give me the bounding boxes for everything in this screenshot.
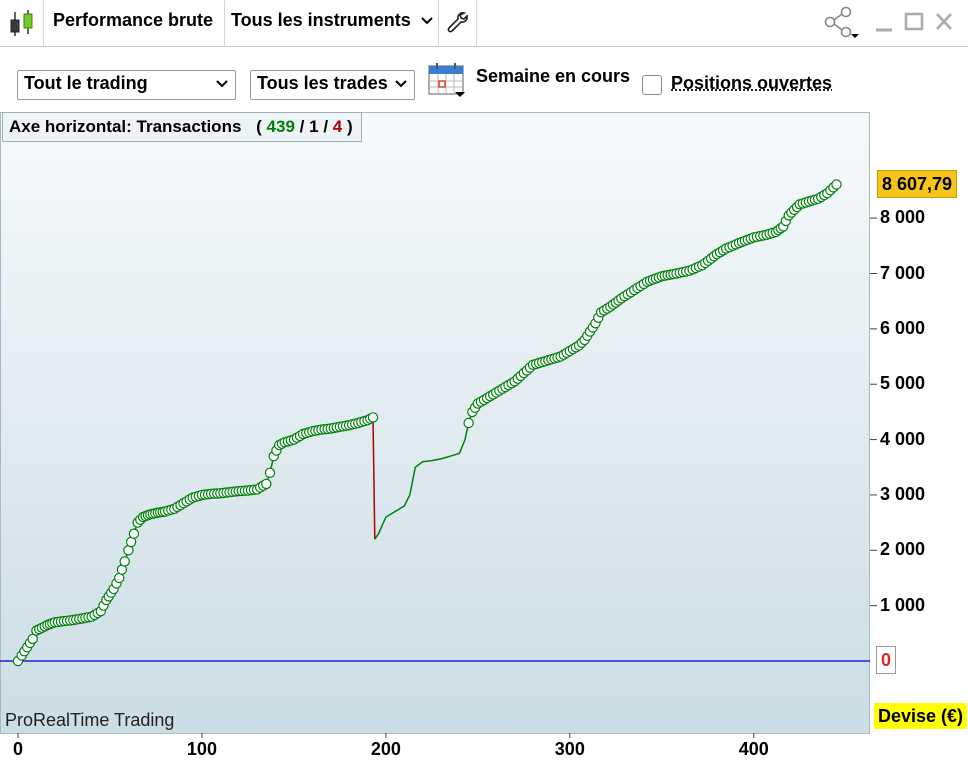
window-title: Performance brute — [53, 10, 214, 30]
y-tick-label: 4 000 — [880, 428, 926, 449]
trade-point — [261, 478, 272, 490]
x-tick-label: 300 — [554, 739, 585, 759]
maximize-icon[interactable] — [904, 10, 924, 34]
chevron-down-icon — [216, 80, 228, 88]
axis-label-sep: / — [323, 117, 329, 136]
watermark: ProRealTime Trading — [5, 710, 175, 730]
y-ticks — [870, 217, 877, 607]
series-layer — [12, 179, 842, 667]
y-tick-label: 6 000 — [880, 317, 926, 338]
instruments-dropdown[interactable]: Tous les instruments — [231, 10, 434, 31]
axis-label-mode: Transactions — [136, 117, 242, 136]
x-tick-label: 400 — [738, 739, 769, 759]
x-tick-label: 100 — [186, 739, 217, 759]
trading-select[interactable]: Tout le trading — [17, 70, 236, 100]
trade-point — [27, 633, 38, 645]
toolbar-separator — [476, 0, 477, 46]
y-tick-label: 1 000 — [880, 594, 926, 615]
trade-point — [119, 556, 130, 567]
trades-select[interactable]: Tous les trades — [250, 70, 415, 100]
open-positions-checkbox[interactable] — [642, 75, 662, 95]
toolbar-separator — [224, 0, 225, 46]
toolbar: Performance brute Tous les instruments — [0, 0, 968, 47]
trade-point — [831, 179, 842, 190]
toolbar-separator — [438, 0, 439, 46]
wrench-icon[interactable] — [445, 10, 469, 34]
y-tick-label: 5 000 — [880, 373, 926, 394]
trade-point — [264, 467, 276, 478]
y-tick-label: 7 000 — [880, 262, 926, 283]
trading-select-value: Tout le trading — [24, 73, 148, 93]
trades-select-value: Tous les trades — [257, 73, 388, 93]
trade-point — [463, 417, 474, 429]
chevron-down-icon — [421, 17, 433, 25]
winning-trades-count: 439 — [266, 117, 295, 136]
candlestick-icon — [10, 10, 33, 36]
axis-label-prefix: Axe horizontal: — [9, 117, 132, 136]
period-label[interactable]: Semaine en cours — [476, 66, 631, 86]
x-ticks — [17, 733, 755, 738]
instruments-dropdown-label: Tous les instruments — [231, 10, 411, 30]
zero-value-label: 0 — [876, 646, 896, 674]
x-tick-label: 0 — [13, 739, 24, 759]
y-tick-label: 2 000 — [880, 539, 926, 560]
loss-drop-line — [372, 417, 376, 540]
equity-line — [374, 422, 470, 540]
chevron-down-icon — [395, 80, 407, 88]
calendar-icon[interactable] — [427, 61, 469, 99]
y-tick-label: 8 000 — [880, 207, 926, 228]
last-value-badge: 8 607,79 — [877, 170, 958, 198]
trade-point — [367, 412, 379, 423]
currency-label[interactable]: Devise (€) — [874, 703, 968, 729]
trade-point — [128, 528, 140, 539]
minimize-icon[interactable] — [874, 10, 894, 34]
close-icon[interactable] — [934, 10, 954, 34]
losing-trades-count: 4 — [332, 117, 343, 136]
open-positions-label[interactable]: Positions ouvertes — [671, 73, 833, 93]
share-icon[interactable] — [822, 6, 862, 40]
plot-area — [0, 112, 870, 734]
y-tick-label: 3 000 — [880, 483, 926, 504]
axis-label-close-paren: ) — [347, 117, 353, 136]
neutral-trades-count: 1 — [309, 117, 319, 136]
horizontal-axis-selector[interactable]: Axe horizontal: Transactions ( 439 / 1 /… — [2, 112, 362, 142]
axis-label-sep: / — [299, 117, 305, 136]
toolbar-separator — [43, 0, 44, 46]
axis-label-open-paren: ( — [256, 117, 262, 136]
x-tick-label: 200 — [370, 739, 401, 759]
